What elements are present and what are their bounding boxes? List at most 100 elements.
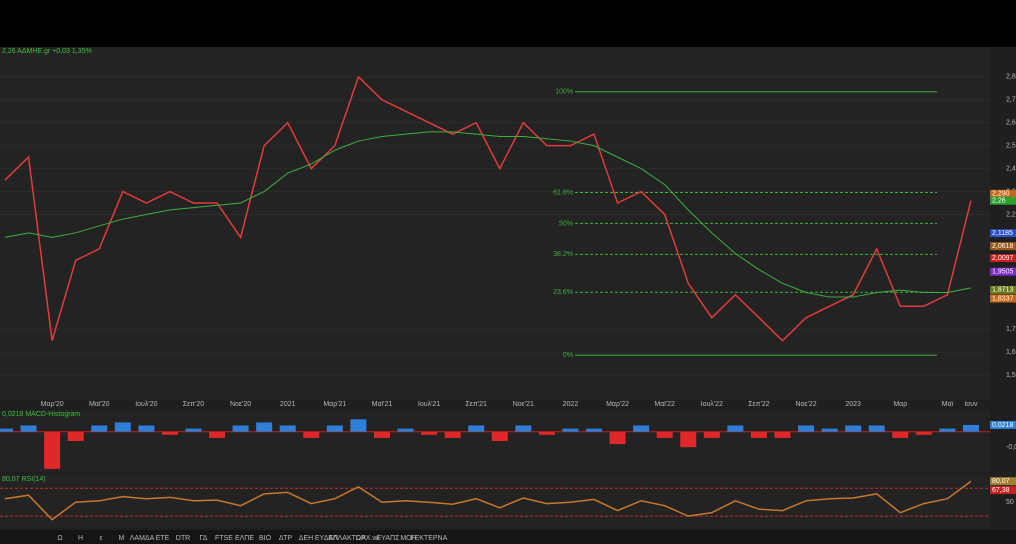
toolbar-item[interactable]: ΕΥΔΑΠ — [315, 535, 338, 542]
price-line — [4, 131, 972, 298]
x-tick-label: Μαϊ'22 — [654, 401, 675, 408]
toolbar-item[interactable]: ΕΛΛΑΚΤΩΡ — [328, 535, 366, 542]
histogram-bar — [138, 425, 155, 432]
price-tag-label: 2,26 — [992, 198, 1006, 205]
x-tick-label: Μαρ — [893, 401, 907, 408]
y-tick-label: 50 — [1006, 499, 1014, 506]
histogram-bar — [421, 431, 438, 435]
histogram-bar — [562, 428, 579, 432]
histogram-bar — [538, 431, 555, 435]
toolbar-item[interactable]: ΕΛΠΕ — [235, 535, 254, 542]
histogram-bar — [915, 431, 932, 435]
x-tick-label: Ιουν — [964, 401, 978, 408]
toolbar — [0, 530, 1016, 544]
histogram-bar — [515, 425, 532, 432]
fib-label: 61.8% — [553, 189, 573, 196]
price-tag-label: 2,1185 — [992, 230, 1013, 237]
price-tag-label: 67,38 — [992, 487, 1010, 494]
price-tag-label: 2,290 — [992, 191, 1010, 198]
histogram-bar — [350, 419, 367, 432]
histogram-bar — [586, 428, 602, 432]
price-tag — [990, 254, 1016, 263]
panel-title: 80,07 RSI(14) — [2, 476, 46, 483]
x-tick-label: 2022 — [563, 401, 579, 408]
histogram-bar — [326, 425, 343, 432]
quote-header: 2,26 ΑΔΜΗΕ.gr +0,03 1,35% — [2, 48, 92, 55]
price-tag-label: 2,0618 — [992, 243, 1014, 250]
toolbar-item[interactable]: ε — [99, 535, 102, 542]
toolbar-item[interactable]: ΓΔ — [200, 535, 208, 542]
x-tick-label: 2023 — [845, 401, 861, 408]
histogram-bar — [20, 425, 37, 432]
x-tick-label: Μαϊ'20 — [89, 401, 110, 408]
x-tick-label: Σεπ'20 — [183, 401, 205, 408]
x-tick-label: Ιουλ'21 — [418, 401, 440, 408]
toolbar-item[interactable]: M — [119, 535, 125, 542]
price-tag — [990, 285, 1016, 294]
histogram-bar — [656, 431, 673, 438]
toolbar-item[interactable]: ΕΤΕ — [156, 535, 170, 542]
histogram-bar — [727, 425, 744, 432]
x-tick-label: 2021 — [280, 401, 296, 408]
x-tick-label: Ιουλ'22 — [701, 401, 723, 408]
x-tick-label: Μαρ'22 — [606, 401, 629, 408]
price-tag-label: 1,8337 — [992, 295, 1014, 302]
price-tag — [990, 420, 1016, 429]
histogram-bar — [44, 431, 61, 469]
y-tick-label: -0,05 — [1006, 444, 1016, 451]
price-tag — [990, 486, 1016, 495]
histogram-bar — [868, 425, 885, 432]
price-tag — [990, 267, 1016, 276]
histogram-bar — [67, 431, 84, 441]
price-tag — [990, 196, 1016, 205]
x-tick-label: Σεπ'21 — [465, 401, 487, 408]
x-tick-label: Νοε'21 — [513, 401, 534, 408]
price-tag — [990, 189, 1016, 198]
price-tag — [990, 294, 1016, 303]
x-tick-label: Μαϊ'21 — [372, 401, 393, 408]
y-tick-label: 2,8 — [1006, 74, 1016, 81]
fib-label: 38.2% — [553, 251, 573, 258]
fib-label: 50% — [559, 220, 573, 227]
histogram-bar — [750, 431, 767, 438]
histogram-bar — [373, 431, 390, 438]
toolbar-item[interactable]: FTSE — [215, 535, 233, 542]
histogram-bar — [845, 425, 862, 432]
rsi-panel — [0, 475, 990, 528]
toolbar-item[interactable]: H — [78, 535, 83, 542]
price-tag — [990, 477, 1016, 486]
histogram-bar — [703, 431, 720, 438]
histogram-bar — [444, 431, 461, 438]
histogram-bar — [0, 428, 13, 432]
toolbar-item[interactable]: DTR — [176, 535, 190, 542]
histogram-bar — [161, 431, 178, 435]
histogram-bar — [256, 422, 273, 432]
toolbar-item[interactable]: ΜΟΗ — [400, 535, 416, 542]
histogram-bar — [209, 431, 226, 438]
histogram-bar — [939, 428, 956, 432]
toolbar-item[interactable]: ΛΑΜΔΑ — [130, 535, 155, 542]
toolbar-item[interactable]: ΔΕΗ — [299, 535, 313, 542]
toolbar-item[interactable]: ΔΤΡ — [279, 535, 293, 542]
x-tick-label: Μαϊ — [942, 401, 954, 408]
x-tick-label: Νοε'22 — [795, 401, 816, 408]
y-tick-label: 2,4 — [1006, 165, 1016, 172]
histogram-bar — [114, 422, 131, 432]
toolbar-item[interactable]: Ω — [57, 535, 62, 542]
histogram-bar — [680, 431, 697, 448]
toolbar-item[interactable]: ΕΥΑΠΣ — [377, 535, 401, 542]
price-line — [4, 480, 972, 521]
price-tag-label: 1,9505 — [992, 269, 1014, 276]
toolbar-item[interactable]: ΓΕΚΤΕΡΝΑ — [411, 535, 448, 542]
toolbar-item[interactable]: ΒΙΟ — [259, 535, 272, 542]
toolbar-item[interactable]: DAX.wi — [356, 535, 379, 542]
price-tag-label: 2,0097 — [992, 255, 1014, 262]
histogram-bar — [798, 425, 815, 432]
histogram-bar — [821, 428, 838, 432]
histogram-bar — [279, 425, 296, 432]
price-tag-label: 0,0218 — [992, 422, 1014, 429]
price-tag — [990, 242, 1016, 251]
y-tick-label: 2,6 — [1006, 120, 1016, 127]
histogram-bar — [633, 425, 650, 432]
